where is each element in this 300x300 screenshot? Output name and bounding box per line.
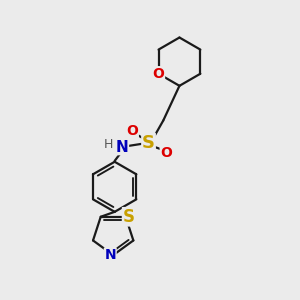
Text: S: S <box>142 134 155 152</box>
Text: N: N <box>104 248 116 262</box>
Text: S: S <box>123 208 135 226</box>
Text: O: O <box>160 146 172 160</box>
Text: O: O <box>153 67 164 81</box>
Text: N: N <box>116 140 128 154</box>
Text: H: H <box>104 138 113 151</box>
Text: O: O <box>126 124 138 138</box>
